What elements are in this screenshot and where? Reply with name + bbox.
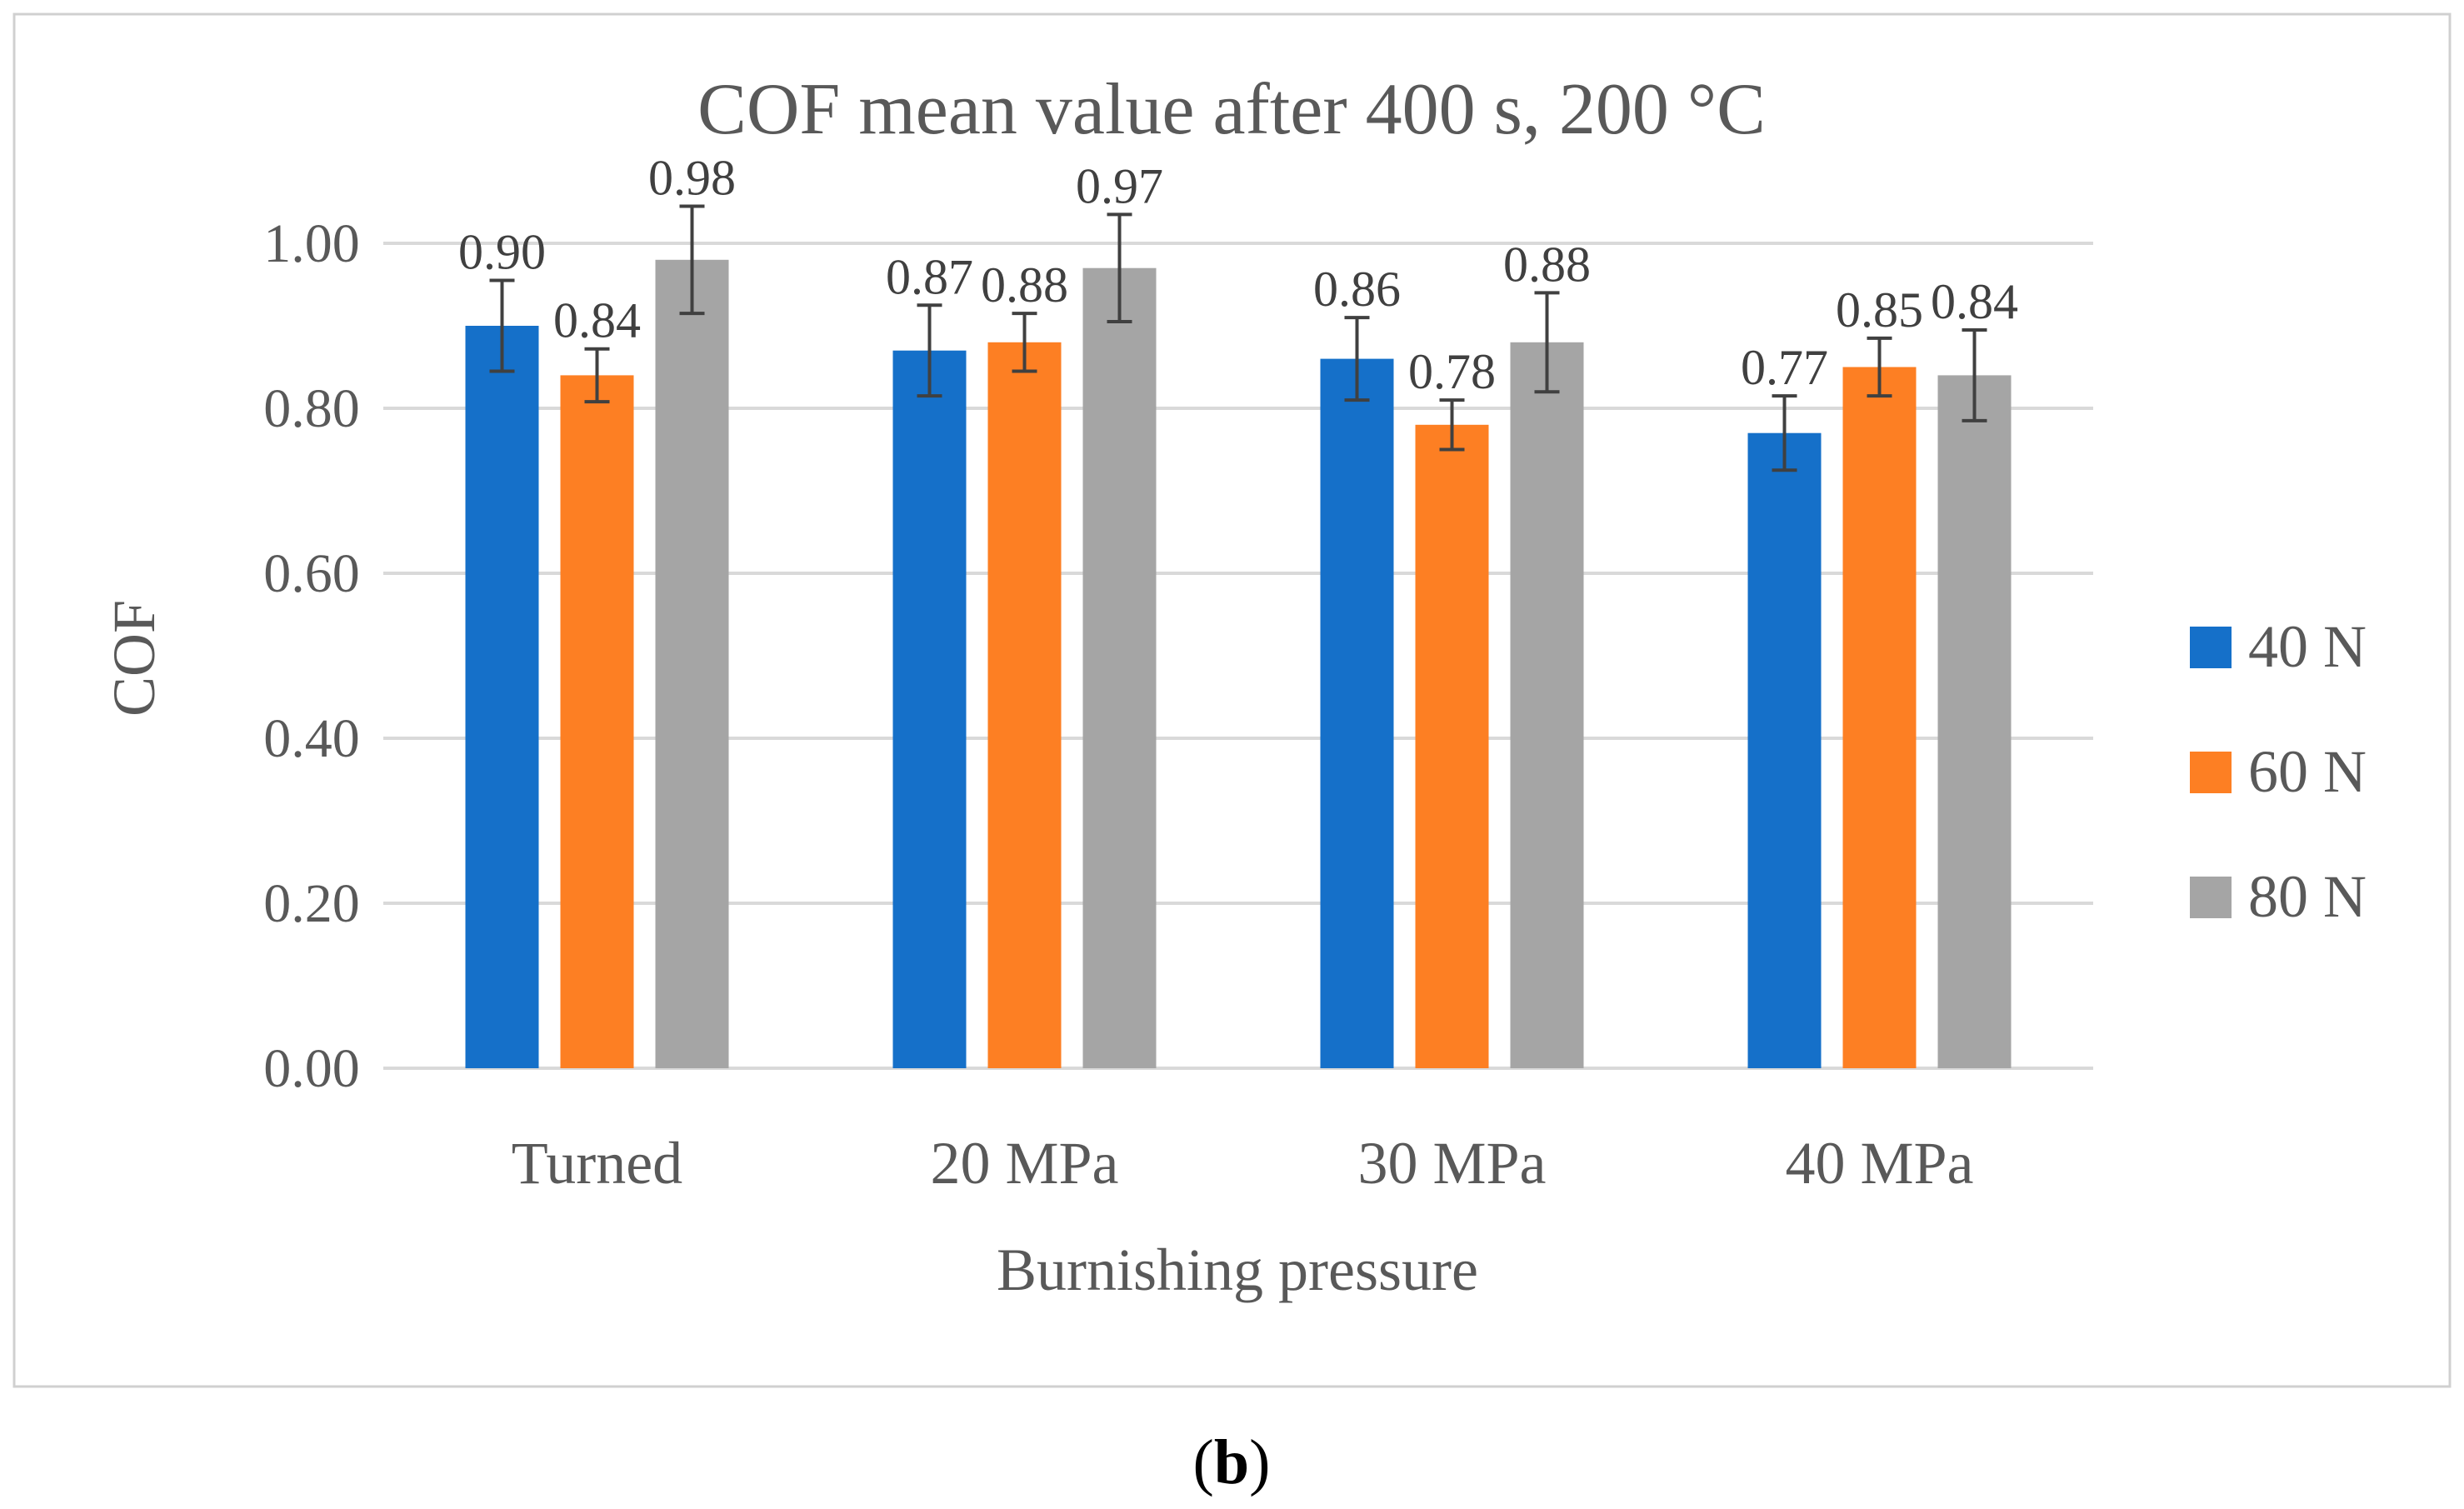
figure-caption: (b) bbox=[1193, 1427, 1271, 1497]
data-label-0-1: 0.84 bbox=[553, 293, 641, 348]
data-label-2-0: 0.86 bbox=[1313, 262, 1401, 317]
y-tick-label-1: 0.20 bbox=[263, 873, 360, 934]
caption-close-paren: ) bbox=[1249, 1427, 1270, 1497]
data-label-0-0: 0.90 bbox=[458, 225, 546, 280]
bar-0-2 bbox=[655, 259, 729, 1068]
bar-0-0 bbox=[465, 326, 539, 1068]
chart-title: COF mean value after 400 s, 200 °C bbox=[697, 69, 1766, 150]
bar-2-1 bbox=[1415, 424, 1489, 1068]
legend-label-0: 40 N bbox=[2248, 613, 2367, 680]
data-label-1-1: 0.88 bbox=[981, 257, 1068, 312]
data-label-2-2: 0.88 bbox=[1503, 237, 1591, 292]
y-axis-label: COF bbox=[101, 600, 167, 717]
x-axis-label: Burnishing pressure bbox=[997, 1237, 1478, 1303]
bar-0-1 bbox=[560, 375, 634, 1068]
y-tick-label-4: 0.80 bbox=[263, 378, 360, 439]
data-label-3-0: 0.77 bbox=[1741, 340, 1828, 395]
y-tick-label-5: 1.00 bbox=[263, 213, 360, 274]
legend-swatch-1 bbox=[2190, 752, 2232, 793]
y-tick-label-3: 0.60 bbox=[263, 543, 360, 604]
bar-1-0 bbox=[892, 350, 967, 1068]
chart-border bbox=[12, 12, 2452, 1388]
legend-swatch-2 bbox=[2190, 877, 2232, 918]
data-label-1-0: 0.87 bbox=[886, 249, 973, 304]
legend-label-1: 60 N bbox=[2248, 738, 2367, 805]
data-labels: 0.900.840.980.87 0.880.970.860.780.880.77… bbox=[458, 150, 2018, 399]
y-tick-label-0: 0.00 bbox=[263, 1038, 360, 1099]
legend-swatch-0 bbox=[2190, 627, 2232, 668]
category-label-1: 20 MPa bbox=[930, 1130, 1118, 1197]
category-label-0: Turned bbox=[512, 1130, 682, 1197]
category-labels: Turned 20 MPa 30 MPa 40 MPa bbox=[512, 1130, 1974, 1197]
legend: 40 N 60 N 80 N bbox=[2190, 613, 2367, 930]
caption-letter: b bbox=[1214, 1427, 1249, 1497]
data-label-0-2: 0.98 bbox=[648, 150, 736, 205]
category-label-3: 40 MPa bbox=[1785, 1130, 1973, 1197]
error-bars bbox=[489, 204, 1987, 472]
bar-2-0 bbox=[1320, 358, 1394, 1069]
data-label-1-2: 0.97 bbox=[1076, 158, 1163, 213]
data-label-3-1: 0.85 bbox=[1836, 282, 1923, 337]
bar-3-1 bbox=[1842, 367, 1917, 1068]
category-label-2: 30 MPa bbox=[1357, 1130, 1546, 1197]
bar-1-2 bbox=[1082, 267, 1157, 1068]
y-tick-label-2: 0.40 bbox=[263, 708, 360, 769]
y-tick-labels: 0.00 0.20 0.40 0.60 0.80 1.00 bbox=[263, 213, 360, 1099]
data-label-3-2: 0.84 bbox=[1931, 274, 2018, 329]
bar-2-2 bbox=[1510, 342, 1584, 1068]
bars bbox=[465, 259, 2012, 1069]
bar-3-0 bbox=[1747, 432, 1822, 1068]
data-label-2-1: 0.78 bbox=[1408, 344, 1496, 399]
bar-3-2 bbox=[1937, 375, 2012, 1068]
bar-1-1 bbox=[987, 342, 1062, 1068]
legend-label-2: 80 N bbox=[2248, 863, 2367, 930]
caption-open-paren: ( bbox=[1193, 1427, 1214, 1497]
